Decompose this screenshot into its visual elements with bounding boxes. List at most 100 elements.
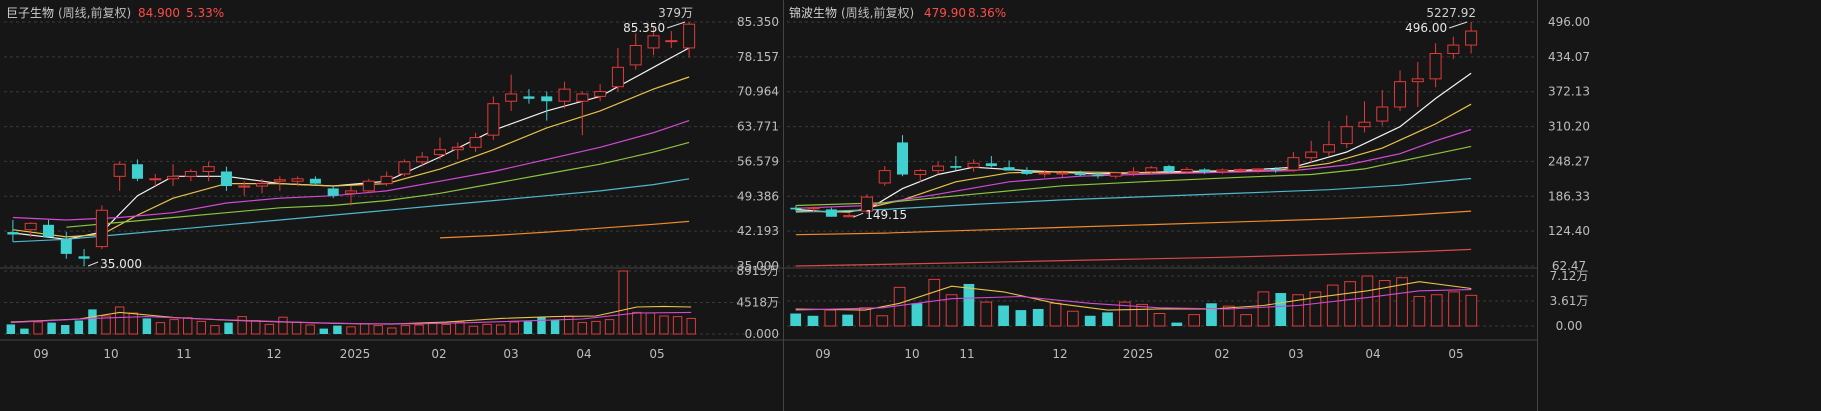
right-ma120-line [795, 210, 1472, 236]
right-candle-body-up [1305, 151, 1318, 159]
left-date-label: 02 [431, 347, 446, 361]
right-chart-period: (周线,前复权) [841, 5, 914, 20]
right-volume-bar-down [1084, 315, 1096, 326]
right-candle-body-down [1021, 170, 1033, 174]
left-candle-body-down [523, 96, 535, 99]
left-candle-body-up [433, 149, 446, 156]
left-volume-bar-up [346, 326, 356, 335]
left-volume-bar-down [550, 319, 560, 334]
left-volume-bar-up [182, 317, 193, 335]
right-candle-body-up [1180, 168, 1193, 173]
right-volume-bar-up [824, 309, 837, 327]
left-price-tick: 63.771 [737, 120, 779, 134]
right-volume-bar-up [893, 286, 906, 327]
right-volume-bar-down [911, 303, 923, 326]
right-candle-body-down [1270, 168, 1282, 171]
left-volume-bar-up [564, 315, 574, 335]
left-candle-body-up [362, 180, 375, 192]
left-volume-bar-down [6, 324, 16, 334]
left-candle-body-down [42, 224, 55, 237]
right-price-tick: 496.00 [1548, 15, 1590, 29]
left-candle-body-down [309, 178, 321, 184]
left-volume-bar-up [618, 270, 628, 335]
right-candle-body-up [1251, 168, 1264, 171]
text-layer: 巨子生物 (周线,前复权) 84.900 5.33% 379万 锦波生物 (周线… [6, 5, 1590, 361]
left-volume-bar-up [509, 321, 520, 335]
right-candle-body-down [825, 209, 837, 217]
left-price-tick: 35.000 [737, 259, 779, 273]
right-date-label: 10 [904, 347, 919, 361]
left-volume-tick: 0.000 [745, 327, 779, 341]
left-candle-body-up [683, 23, 696, 49]
right-volume-tick: 0.00 [1556, 319, 1583, 333]
left-high-annotation: 85.350 [623, 21, 665, 35]
left-date-label: 12 [266, 347, 281, 361]
left-candle-body-down [131, 164, 143, 179]
left-candle-body-up [505, 93, 518, 102]
left-volume-bar-down [319, 328, 329, 334]
right-volume-bar-up [1292, 294, 1304, 327]
right-ma250-line [795, 248, 1472, 267]
left-volume-unit: 379万 [658, 6, 693, 20]
marks-layer [6, 21, 1478, 335]
left-volume-bar-down [537, 317, 546, 334]
right-volume-bar-up [1309, 291, 1322, 327]
right-volume-bar-up [1361, 275, 1374, 327]
left-volume-bar-up [169, 319, 179, 335]
right-candle-body-down [790, 207, 802, 210]
left-ma60-line [12, 178, 690, 243]
left-volume-bar-up [237, 316, 247, 335]
left-volume-bar-down [333, 325, 342, 334]
left-candle-body-up [487, 103, 500, 136]
right-price-tick: 372.13 [1548, 85, 1590, 99]
left-ma5-line [12, 47, 690, 240]
right-volume-bar-up [1257, 291, 1270, 327]
right-volume-bar-down [1275, 293, 1287, 326]
right-candle-body-down [950, 166, 962, 168]
left-volume-bar-up [495, 324, 506, 335]
right-high-annotation: 496.00 [1405, 21, 1447, 35]
left-candle-body-up [611, 66, 624, 88]
left-volume-bar-up [373, 325, 383, 335]
left-candle-body-up [380, 175, 393, 185]
left-volume-bar-up [114, 306, 125, 335]
left-low-marker-line [87, 261, 99, 267]
left-candle-body-up [167, 175, 180, 180]
right-candle-body-up [1429, 53, 1442, 80]
right-volume-bar-up [1240, 314, 1252, 327]
right-candle-body-down [1163, 166, 1175, 172]
right-candle-body-up [1376, 106, 1389, 122]
left-candle-body-up [273, 179, 286, 182]
left-candle-body-up [344, 190, 358, 194]
left-candle-body-up [416, 156, 429, 163]
left-chart-title: 巨子生物 [6, 6, 54, 20]
right-volume-bar-up [1222, 305, 1235, 327]
right-date-label: 09 [815, 347, 830, 361]
right-candle-body-down [1092, 175, 1104, 177]
left-chart-price: 84.900 [138, 6, 180, 20]
right-candle-body-up [1109, 172, 1122, 177]
right-candle-body-up [1056, 172, 1069, 175]
right-price-tick: 310.20 [1548, 120, 1590, 134]
right-candle-body-down [1199, 169, 1211, 172]
left-volume-bar-up [632, 311, 642, 335]
right-volume-bar-up [1188, 314, 1201, 327]
left-volume-bar-up [251, 320, 261, 335]
right-volume-ma-line-2 [795, 289, 1472, 311]
right-date-label: 11 [959, 347, 974, 361]
left-volume-bar-up [427, 322, 438, 335]
left-volume-bar-up [128, 312, 138, 335]
right-volume-bar-up [1378, 280, 1391, 327]
left-volume-bar-up [305, 324, 315, 335]
left-price-tick: 70.964 [737, 85, 779, 99]
left-volume-bar-up [591, 320, 601, 335]
left-volume-bar-up [645, 312, 656, 335]
right-candle-body-up [878, 170, 891, 184]
right-candle-body-up [1322, 144, 1335, 153]
right-volume-bar-up [1344, 281, 1356, 327]
right-candle-body-up [1447, 44, 1460, 55]
left-volume-bar-up [278, 316, 288, 335]
left-date-label: 03 [503, 347, 518, 361]
right-candle-body-up [1234, 168, 1247, 172]
